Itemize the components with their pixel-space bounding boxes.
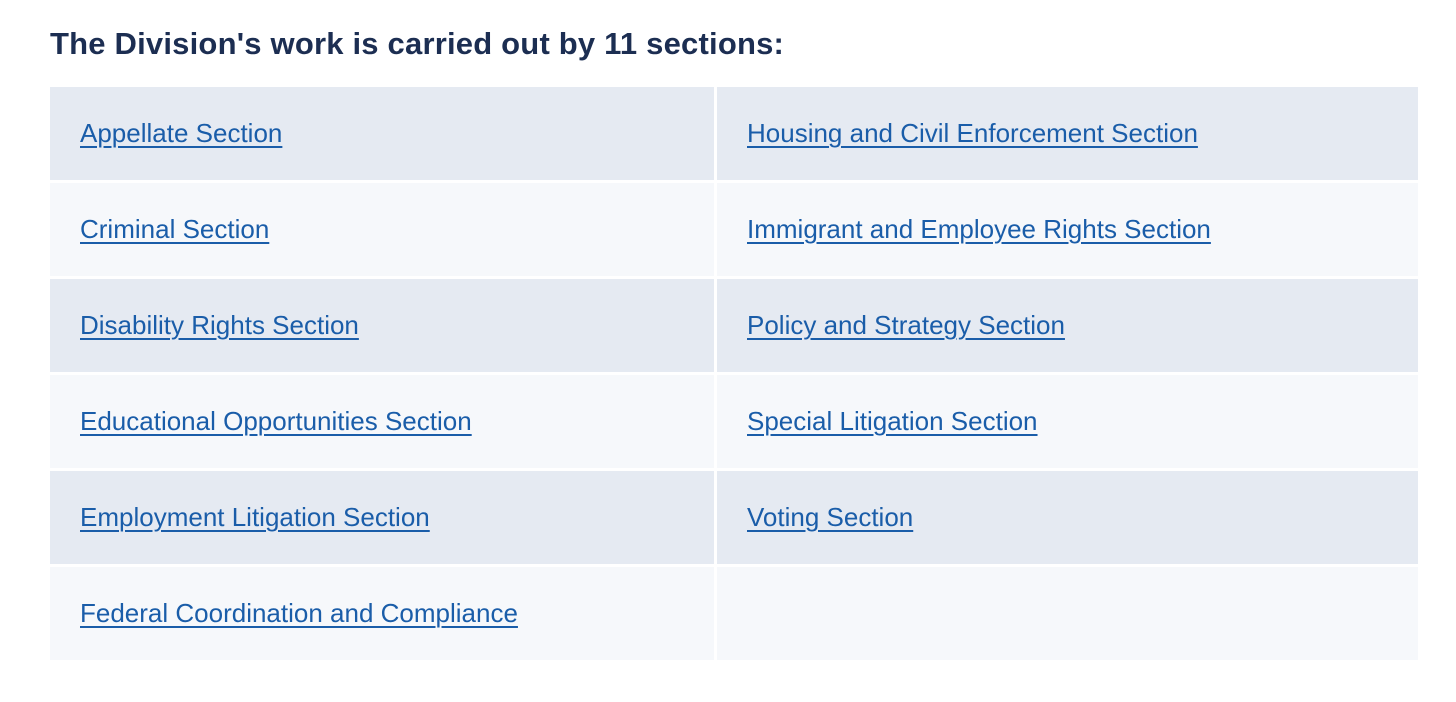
table-cell: Special Litigation Section — [717, 374, 1418, 468]
table-cell: Policy and Strategy Section — [717, 278, 1418, 372]
table-cell: Employment Litigation Section — [50, 470, 714, 564]
section-link-housing-civil-enforcement[interactable]: Housing and Civil Enforcement Section — [747, 117, 1198, 148]
page-title: The Division's work is carried out by 11… — [50, 26, 785, 61]
sections-table: Appellate Section Housing and Civil Enfo… — [50, 86, 1418, 660]
section-link-criminal[interactable]: Criminal Section — [80, 213, 270, 244]
table-cell: Housing and Civil Enforcement Section — [717, 86, 1418, 180]
section-link-educational-opportunities[interactable]: Educational Opportunities Section — [80, 405, 472, 436]
table-cell-empty — [717, 566, 1418, 660]
section-link-immigrant-employee-rights[interactable]: Immigrant and Employee Rights Section — [747, 213, 1211, 244]
section-link-appellate[interactable]: Appellate Section — [80, 117, 283, 148]
section-link-federal-coordination-compliance[interactable]: Federal Coordination and Compliance — [80, 597, 518, 628]
table-cell: Appellate Section — [50, 86, 714, 180]
table-cell: Voting Section — [717, 470, 1418, 564]
section-link-policy-strategy[interactable]: Policy and Strategy Section — [747, 309, 1065, 340]
section-link-employment-litigation[interactable]: Employment Litigation Section — [80, 501, 430, 532]
table-cell: Immigrant and Employee Rights Section — [717, 182, 1418, 276]
table-cell: Educational Opportunities Section — [50, 374, 714, 468]
table-cell: Federal Coordination and Compliance — [50, 566, 714, 660]
section-link-special-litigation[interactable]: Special Litigation Section — [747, 405, 1038, 436]
table-cell: Disability Rights Section — [50, 278, 714, 372]
section-link-disability-rights[interactable]: Disability Rights Section — [80, 309, 359, 340]
table-cell: Criminal Section — [50, 182, 714, 276]
section-link-voting[interactable]: Voting Section — [747, 501, 914, 532]
page: The Division's work is carried out by 11… — [50, 26, 1418, 660]
